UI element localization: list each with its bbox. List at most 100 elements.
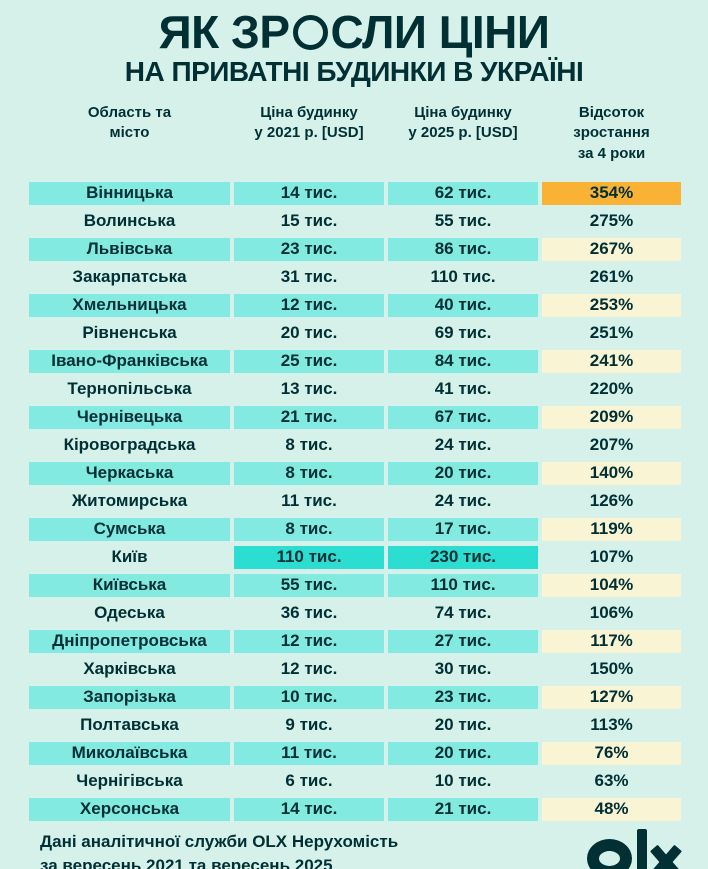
price-2025-cell: 24 тис. bbox=[434, 491, 492, 511]
region-cell: Львівська bbox=[29, 237, 230, 261]
price-2021-cell: 10 тис. bbox=[234, 685, 384, 709]
growth-cell: 150% bbox=[589, 659, 634, 679]
growth-cell: 354% bbox=[542, 181, 681, 205]
region-cell: Рівненська bbox=[82, 323, 177, 343]
region-cell: Харківська bbox=[83, 659, 176, 679]
price-2021-cell: 55 тис. bbox=[234, 573, 384, 597]
growth-cell: 76% bbox=[542, 741, 681, 765]
growth-cell: 241% bbox=[542, 349, 681, 373]
price-2021-cell: 12 тис. bbox=[234, 629, 384, 653]
title-text-before-o: ЯК ЗР bbox=[158, 6, 290, 58]
source-line-1: Дані аналітичної служби OLX Нерухомість bbox=[40, 832, 399, 852]
region-cell: Миколаївська bbox=[29, 741, 230, 765]
olx-logo bbox=[587, 828, 682, 869]
price-2021-cell: 8 тис. bbox=[234, 517, 384, 541]
price-2025-cell: 20 тис. bbox=[388, 741, 538, 765]
region-cell: Вінницька bbox=[29, 181, 230, 205]
olx-logo-o-icon bbox=[587, 838, 632, 869]
price-2021-cell: 8 тис. bbox=[285, 435, 333, 455]
growth-cell: 119% bbox=[542, 517, 681, 541]
growth-cell: 253% bbox=[542, 293, 681, 317]
growth-cell: 117% bbox=[542, 629, 681, 653]
price-2021-cell: 6 тис. bbox=[285, 771, 333, 791]
price-2025-cell: 86 тис. bbox=[388, 237, 538, 261]
price-2021-cell: 23 тис. bbox=[234, 237, 384, 261]
region-cell: Одеська bbox=[94, 603, 165, 623]
region-cell: Чернігівська bbox=[76, 771, 183, 791]
stylized-letter-o-icon bbox=[292, 14, 328, 50]
growth-cell: 261% bbox=[589, 267, 634, 287]
region-cell: Київська bbox=[29, 573, 230, 597]
price-2025-cell: 41 тис. bbox=[434, 379, 492, 399]
price-2021-cell: 8 тис. bbox=[234, 461, 384, 485]
price-2025-cell: 230 тис. bbox=[388, 545, 538, 569]
price-2025-cell: 62 тис. bbox=[388, 181, 538, 205]
olx-logo-x-icon bbox=[650, 845, 682, 869]
region-cell: Івано-Франківська bbox=[29, 349, 230, 373]
price-2025-cell: 84 тис. bbox=[388, 349, 538, 373]
price-2021-cell: 25 тис. bbox=[234, 349, 384, 373]
price-2025-cell: 20 тис. bbox=[434, 715, 492, 735]
olx-logo-l-icon bbox=[637, 828, 647, 869]
price-2025-cell: 30 тис. bbox=[434, 659, 492, 679]
growth-cell: 126% bbox=[589, 491, 634, 511]
price-2025-cell: 40 тис. bbox=[388, 293, 538, 317]
growth-cell: 127% bbox=[542, 685, 681, 709]
price-2021-cell: 31 тис. bbox=[280, 267, 338, 287]
growth-cell: 107% bbox=[589, 547, 634, 567]
price-2021-cell: 36 тис. bbox=[280, 603, 338, 623]
region-cell: Тернопільська bbox=[67, 379, 192, 399]
price-2021-cell: 13 тис. bbox=[280, 379, 338, 399]
growth-cell: 140% bbox=[542, 461, 681, 485]
region-cell: Полтавська bbox=[80, 715, 179, 735]
region-cell: Черкаська bbox=[29, 461, 230, 485]
price-2025-cell: 23 тис. bbox=[388, 685, 538, 709]
region-cell: Житомирська bbox=[71, 491, 188, 511]
column-header-3: Відсоток зростання за 4 роки bbox=[573, 104, 650, 162]
growth-cell: 207% bbox=[589, 435, 634, 455]
growth-cell: 251% bbox=[589, 323, 634, 343]
price-2025-cell: 110 тис. bbox=[388, 573, 538, 597]
column-header-1: Ціна будинку у 2021 р. [USD] bbox=[254, 104, 364, 142]
price-2025-cell: 10 тис. bbox=[434, 771, 492, 791]
price-2021-cell: 12 тис. bbox=[280, 659, 338, 679]
source-line-2: за вересень 2021 та вересень 2025 bbox=[40, 855, 333, 869]
price-2025-cell: 27 тис. bbox=[388, 629, 538, 653]
page-title: ЯК ЗР СЛИ ЦІНИ bbox=[0, 0, 708, 58]
growth-cell: 63% bbox=[594, 771, 629, 791]
region-cell: Чернівецька bbox=[29, 405, 230, 429]
region-cell: Дніпропетровська bbox=[29, 629, 230, 653]
growth-cell: 104% bbox=[542, 573, 681, 597]
region-cell: Запорізька bbox=[29, 685, 230, 709]
price-2025-cell: 67 тис. bbox=[388, 405, 538, 429]
price-2021-cell: 20 тис. bbox=[280, 323, 338, 343]
price-2021-cell: 21 тис. bbox=[234, 405, 384, 429]
price-2021-cell: 9 тис. bbox=[285, 715, 333, 735]
region-cell: Київ bbox=[111, 547, 148, 567]
growth-cell: 220% bbox=[589, 379, 634, 399]
column-header-2: Ціна будинку у 2025 р. [USD] bbox=[408, 104, 518, 142]
table-header-row: Область та місто Ціна будинку у 2021 р. [US… bbox=[29, 103, 681, 164]
price-2021-cell: 12 тис. bbox=[234, 293, 384, 317]
price-2025-cell: 20 тис. bbox=[388, 461, 538, 485]
growth-cell: 209% bbox=[542, 405, 681, 429]
region-cell: Кіровоградська bbox=[63, 435, 196, 455]
price-table: Вінницька 14 тис. 62 тис. 354% Волинська 15 т… bbox=[29, 181, 681, 821]
price-2021-cell: 11 тис. bbox=[281, 491, 337, 511]
price-2021-cell: 14 тис. bbox=[234, 181, 384, 205]
column-header-0: Область та місто bbox=[87, 104, 172, 142]
title-text-after-o: СЛИ ЦІНИ bbox=[330, 6, 550, 58]
price-2025-cell: 21 тис. bbox=[388, 797, 538, 821]
price-2025-cell: 74 тис. bbox=[434, 603, 492, 623]
page-subtitle: НА ПРИВАТНІ БУДИНКИ В УКРАЇНІ bbox=[124, 56, 584, 87]
price-2021-cell: 14 тис. bbox=[234, 797, 384, 821]
growth-cell: 48% bbox=[542, 797, 681, 821]
price-2025-cell: 17 тис. bbox=[388, 517, 538, 541]
region-cell: Сумська bbox=[29, 517, 230, 541]
region-cell: Херсонська bbox=[29, 797, 230, 821]
price-2021-cell: 11 тис. bbox=[234, 741, 384, 765]
region-cell: Хмельницька bbox=[29, 293, 230, 317]
price-2025-cell: 110 тис. bbox=[430, 267, 496, 287]
footer: Дані аналітичної служби OLX Нерухомість … bbox=[40, 828, 682, 869]
